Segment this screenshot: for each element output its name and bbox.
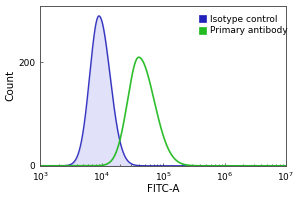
- Legend: Isotype control, Primary antibody: Isotype control, Primary antibody: [197, 13, 289, 37]
- X-axis label: FITC-A: FITC-A: [147, 184, 179, 194]
- Y-axis label: Count: Count: [6, 70, 16, 101]
